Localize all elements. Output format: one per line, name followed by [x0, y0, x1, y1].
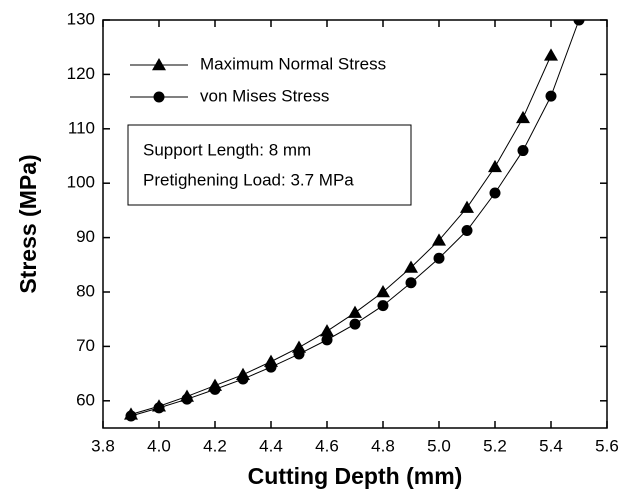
y-tick-label: 60	[76, 390, 95, 409]
series-line	[130, 55, 552, 415]
x-tick-label: 4.0	[147, 436, 171, 455]
y-tick-label: 80	[76, 281, 95, 300]
marker	[293, 348, 305, 360]
marker	[517, 145, 529, 157]
x-tick-label: 5.2	[483, 436, 507, 455]
marker	[377, 300, 389, 312]
marker	[153, 91, 165, 103]
marker	[433, 252, 445, 264]
annotation: Support Length: 8 mm	[143, 140, 311, 159]
marker	[489, 187, 501, 199]
series-line	[130, 20, 580, 417]
marker	[461, 225, 473, 237]
marker	[209, 383, 221, 395]
marker	[321, 334, 333, 346]
x-tick-label: 3.8	[91, 436, 115, 455]
x-axis-label: Cutting Depth (mm)	[248, 463, 463, 489]
y-tick-label: 70	[76, 336, 95, 355]
x-tick-label: 5.0	[427, 436, 451, 455]
marker	[432, 233, 446, 246]
marker	[376, 285, 390, 298]
plot-area	[124, 20, 585, 422]
x-tick-label: 5.4	[539, 436, 563, 455]
marker	[292, 340, 306, 353]
marker	[488, 159, 502, 173]
y-tick-label: 90	[76, 227, 95, 246]
x-tick-label: 4.4	[259, 436, 283, 455]
marker	[265, 361, 277, 373]
marker	[348, 305, 362, 318]
marker	[153, 402, 165, 414]
marker	[152, 58, 166, 71]
y-tick-label: 130	[67, 9, 95, 28]
marker	[544, 48, 558, 61]
y-axis-label: Stress (MPa)	[15, 154, 41, 293]
y-tick-label: 120	[67, 64, 95, 83]
x-tick-label: 4.8	[371, 436, 395, 455]
marker	[237, 373, 249, 385]
x-tick-label: 5.6	[595, 436, 619, 455]
marker	[125, 410, 137, 422]
marker	[405, 277, 417, 289]
y-tick-label: 100	[67, 173, 95, 192]
marker	[516, 110, 530, 124]
marker	[545, 90, 557, 102]
y-tick-label: 110	[68, 118, 95, 137]
marker	[181, 393, 193, 405]
x-tick-label: 4.6	[315, 436, 339, 455]
plot-frame	[102, 19, 608, 429]
legend-label: Maximum Normal Stress	[200, 54, 386, 73]
annotation: Pretighening Load: 3.7 MPa	[143, 170, 354, 189]
annotation-box	[127, 124, 412, 206]
marker	[349, 318, 361, 330]
marker	[404, 260, 418, 273]
marker	[460, 200, 474, 213]
marker	[320, 324, 334, 337]
marker	[573, 20, 585, 26]
legend-label: von Mises Stress	[200, 86, 329, 105]
x-tick-label: 4.2	[203, 436, 227, 455]
